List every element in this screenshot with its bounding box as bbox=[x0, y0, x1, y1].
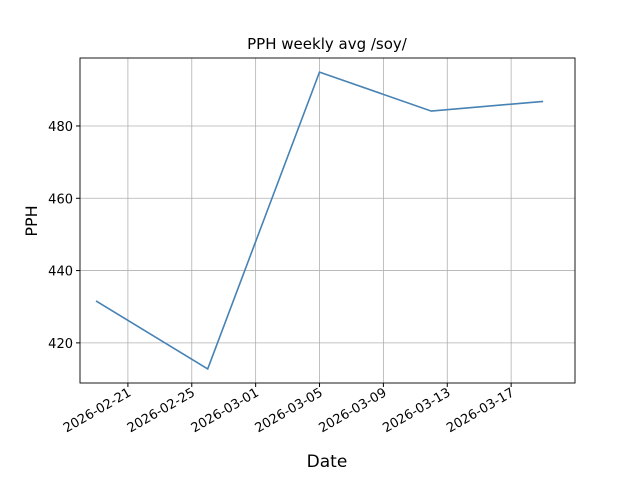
plot-frame bbox=[79, 57, 576, 384]
x-axis-label: Date bbox=[307, 452, 348, 472]
y-tick-label: 460 bbox=[48, 192, 73, 207]
y-tick-label: 420 bbox=[48, 337, 73, 352]
line-series bbox=[95, 71, 544, 371]
y-axis-label: PPH bbox=[22, 205, 41, 236]
y-tick-label: 480 bbox=[48, 120, 73, 135]
chart-title: PPH weekly avg /soy/ bbox=[247, 35, 408, 53]
y-tick-label: 440 bbox=[48, 265, 73, 280]
